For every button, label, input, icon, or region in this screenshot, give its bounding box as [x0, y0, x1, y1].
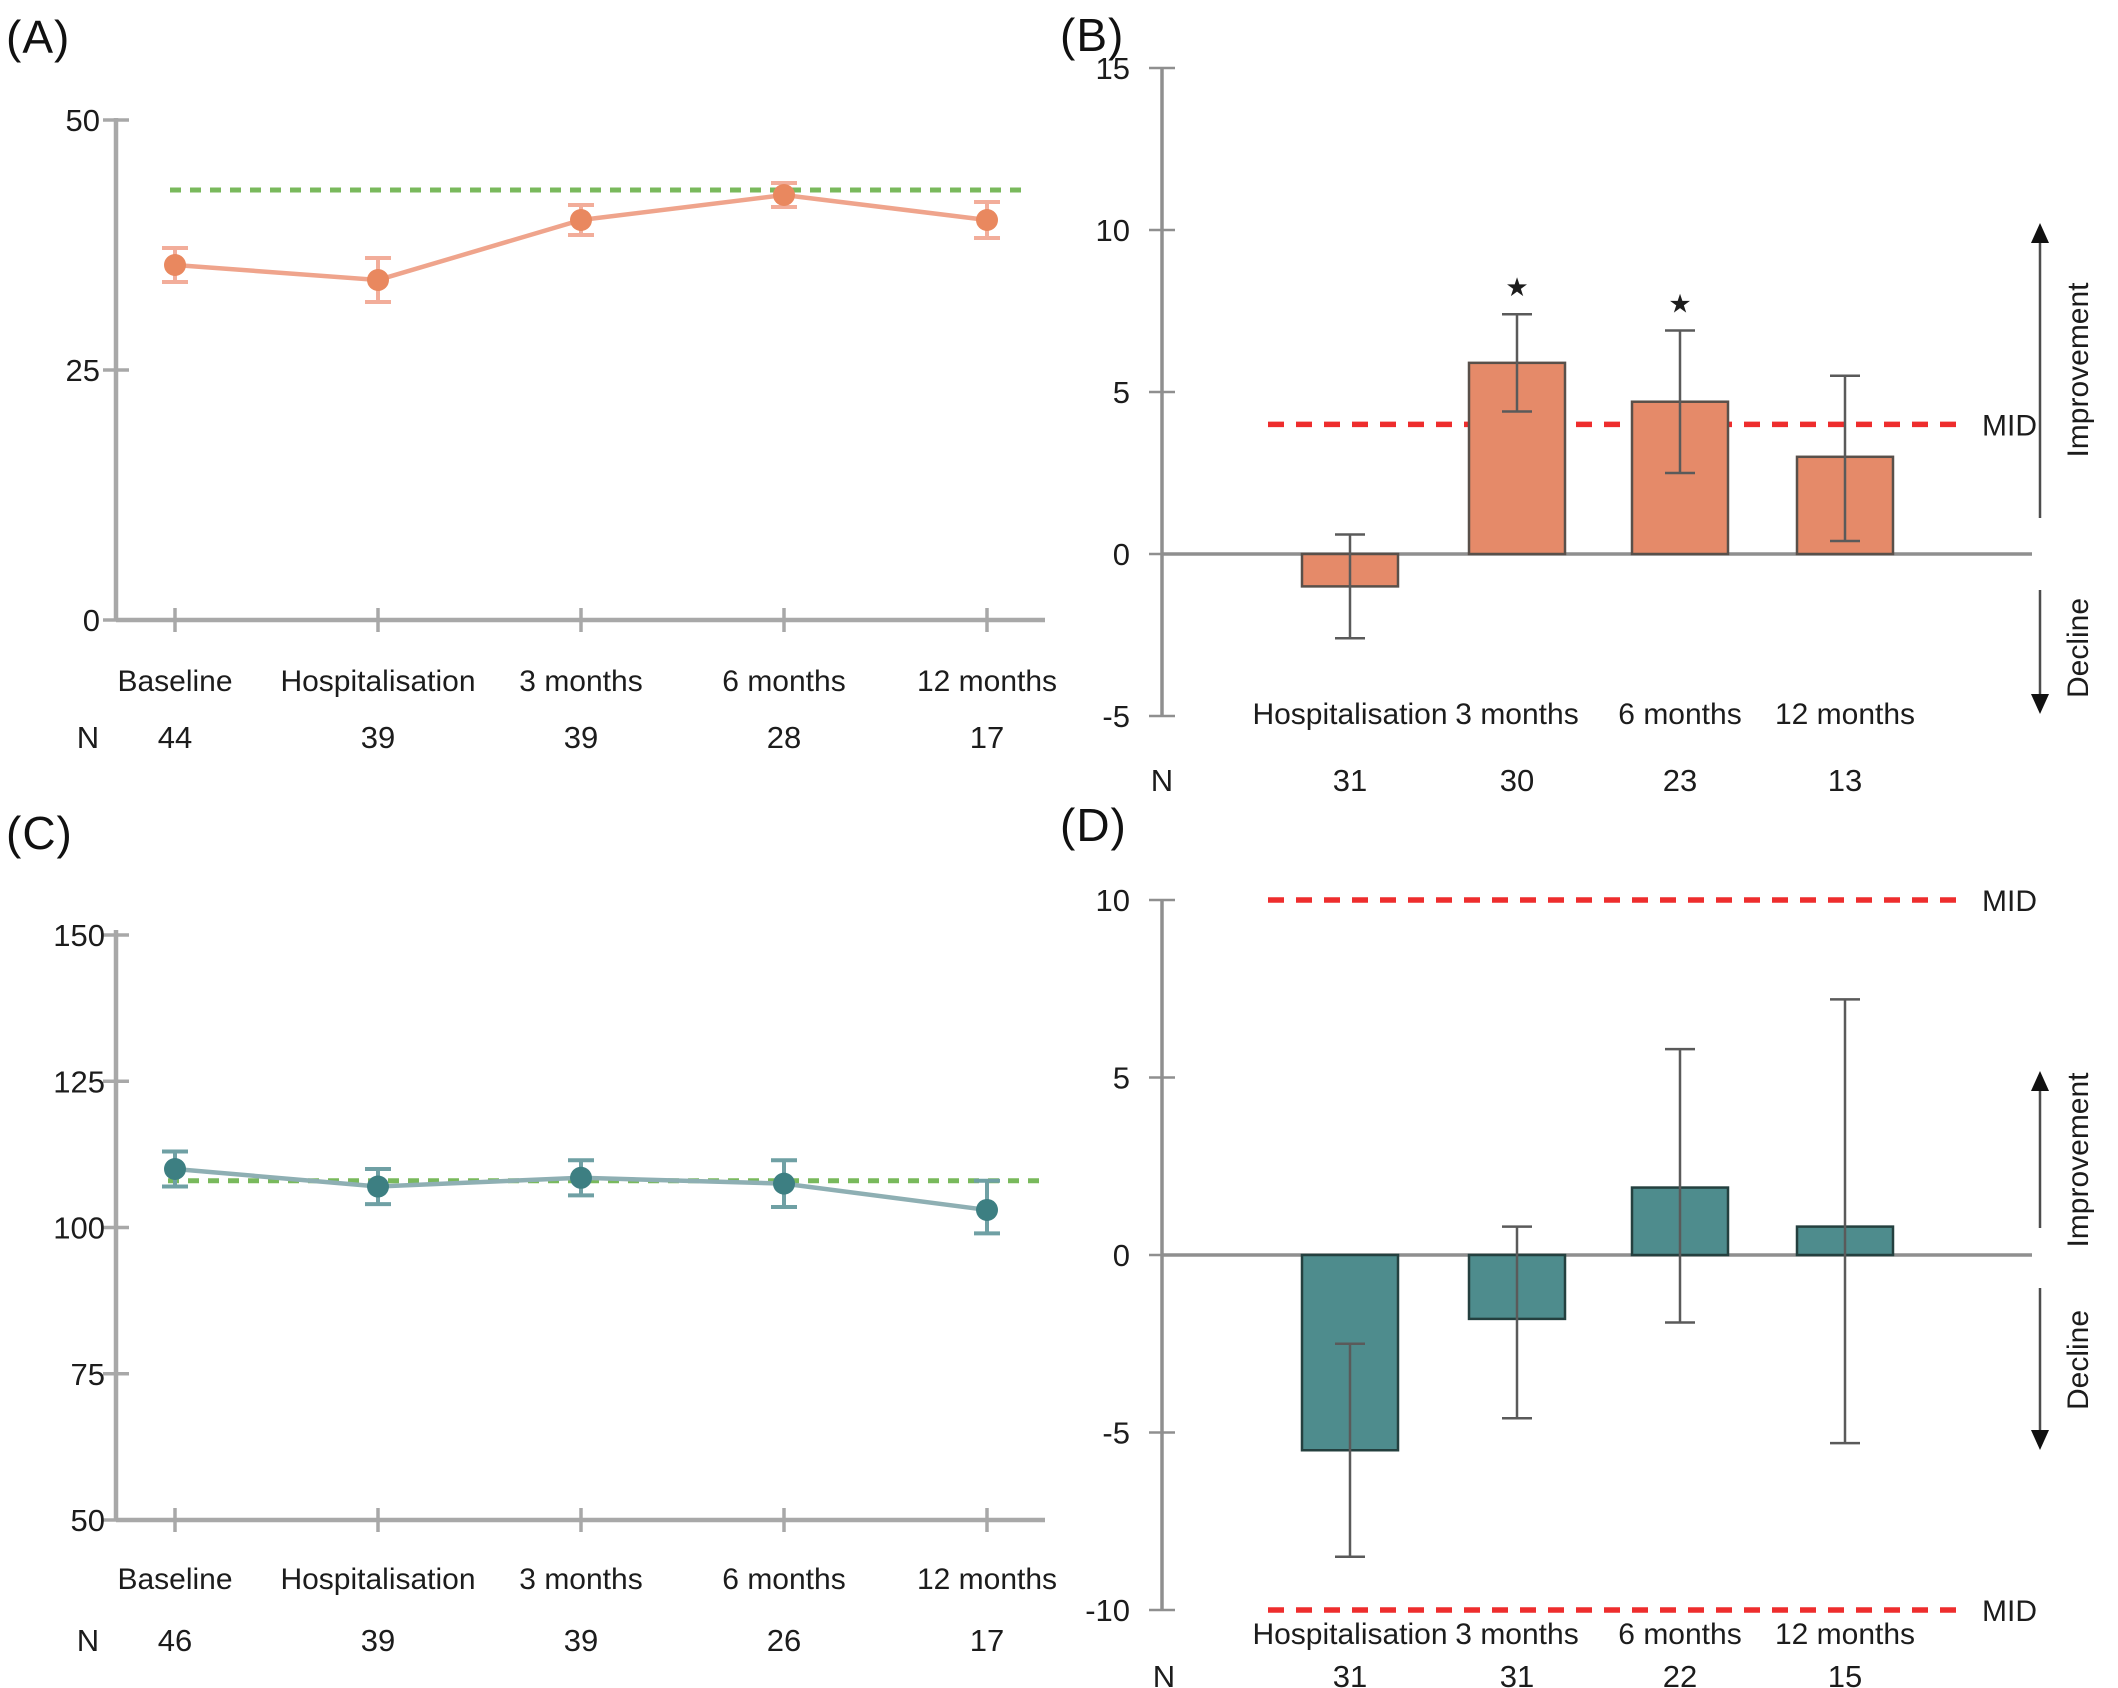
data-point	[570, 209, 592, 231]
n-row-label: N	[1153, 1659, 1175, 1688]
y-tick-label: 10	[1096, 213, 1130, 248]
category-label: Baseline	[117, 665, 232, 698]
n-value: 39	[361, 1623, 395, 1658]
category-label: 12 months	[917, 665, 1057, 698]
y-tick-label: 5	[1113, 1061, 1130, 1096]
improvement-arrow-head	[2031, 223, 2049, 243]
n-value: 31	[1333, 763, 1367, 798]
category-label: 6 months	[722, 1563, 845, 1596]
n-value: 39	[564, 720, 598, 755]
data-point	[570, 1166, 592, 1189]
n-value: 31	[1500, 1659, 1534, 1688]
n-row-label: N	[77, 1623, 99, 1658]
category-label: Hospitalisation	[1252, 1618, 1447, 1651]
significance-star: ★	[1505, 272, 1528, 302]
n-value: 22	[1663, 1659, 1697, 1688]
y-tick-label: -10	[1085, 1593, 1130, 1628]
panel-a-letter: (A)	[6, 11, 71, 63]
category-label: Hospitalisation	[1252, 698, 1447, 731]
y-tick-label: 15	[1096, 51, 1130, 86]
y-tick-label: 10	[1096, 883, 1130, 918]
decline-label: Decline	[2062, 598, 2095, 698]
decline-arrow-head	[2031, 694, 2049, 714]
data-point	[164, 254, 186, 276]
n-value: 17	[970, 1623, 1004, 1658]
category-label: 3 months	[519, 665, 642, 698]
y-tick-label: -5	[1102, 699, 1130, 734]
n-row-label: N	[77, 720, 99, 755]
data-point	[164, 1158, 186, 1180]
data-point	[367, 269, 389, 291]
category-label: 6 months	[1618, 1618, 1741, 1651]
y-tick-label: -5	[1102, 1416, 1130, 1451]
y-tick-label: 5	[1113, 375, 1130, 410]
panel-d-letter: (D)	[1060, 799, 1127, 851]
n-value: 28	[767, 720, 801, 755]
n-value: 23	[1663, 763, 1697, 798]
category-label: 3 months	[519, 1563, 642, 1596]
y-tick-label: 100	[53, 1211, 105, 1246]
y-tick-label: 150	[53, 918, 105, 953]
decline-arrow-head	[2031, 1430, 2049, 1450]
n-value: 13	[1828, 763, 1862, 798]
y-tick-label: 0	[1113, 537, 1130, 572]
category-label: 6 months	[1618, 698, 1741, 731]
mid-label: MID	[1982, 409, 2037, 442]
decline-label: Decline	[2062, 1310, 2095, 1410]
improvement-label: Improvement	[2062, 282, 2095, 458]
category-label: Baseline	[117, 1563, 232, 1596]
y-tick-label: 125	[53, 1064, 105, 1099]
y-tick-label: 25	[66, 353, 100, 388]
data-point	[976, 1198, 998, 1221]
category-label: Hospitalisation	[280, 1563, 475, 1596]
n-value: 31	[1333, 1659, 1367, 1688]
n-value: 46	[158, 1623, 192, 1658]
y-tick-label: 75	[71, 1357, 105, 1392]
y-tick-label: 0	[83, 603, 100, 638]
n-value: 17	[970, 720, 1004, 755]
category-label: 12 months	[1775, 1618, 1915, 1651]
mid-label: MID	[1982, 1595, 2037, 1628]
improvement-label: Improvement	[2062, 1072, 2095, 1248]
panel-c-letter: (C)	[6, 807, 73, 859]
y-tick-label: 50	[66, 103, 100, 138]
data-point	[367, 1175, 389, 1198]
n-value: 26	[767, 1623, 801, 1658]
category-label: Hospitalisation	[280, 665, 475, 698]
category-label: 3 months	[1455, 698, 1578, 731]
n-value: 44	[158, 720, 192, 755]
improvement-arrow-head	[2031, 1071, 2049, 1091]
category-label: 6 months	[722, 665, 845, 698]
category-label: 3 months	[1455, 1618, 1578, 1651]
panel-b-letter: (B)	[1060, 9, 1125, 61]
n-value: 39	[564, 1623, 598, 1658]
y-tick-label: 50	[71, 1503, 105, 1538]
n-value: 39	[361, 720, 395, 755]
data-point	[976, 209, 998, 231]
n-value: 15	[1828, 1659, 1862, 1688]
category-label: 12 months	[1775, 698, 1915, 731]
n-row-label: N	[1151, 763, 1173, 798]
mid-label: MID	[1982, 885, 2037, 918]
y-tick-label: 0	[1113, 1238, 1130, 1273]
data-point	[773, 184, 795, 206]
significance-star: ★	[1668, 288, 1691, 318]
category-label: 12 months	[917, 1563, 1057, 1596]
n-value: 30	[1500, 763, 1534, 798]
data-point	[773, 1172, 795, 1195]
